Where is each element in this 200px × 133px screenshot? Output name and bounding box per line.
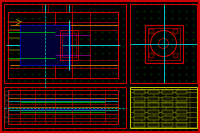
- Bar: [134, 90, 145, 94]
- Bar: [134, 122, 145, 126]
- Bar: [8, 90, 118, 124]
- Bar: [4, 4, 126, 83]
- Bar: [130, 4, 197, 83]
- Bar: [4, 87, 126, 128]
- Bar: [176, 97, 187, 101]
- Bar: [162, 97, 173, 101]
- Bar: [176, 116, 187, 120]
- Bar: [5, 101, 9, 105]
- Bar: [162, 122, 173, 126]
- Bar: [5, 113, 9, 117]
- Bar: [62, 33, 76, 57]
- Bar: [148, 116, 159, 120]
- Bar: [134, 109, 145, 113]
- Bar: [134, 97, 145, 101]
- Bar: [130, 87, 197, 128]
- Bar: [134, 103, 145, 107]
- Bar: [148, 109, 159, 113]
- Bar: [60, 30, 78, 60]
- Bar: [5, 118, 9, 122]
- Bar: [134, 116, 145, 120]
- Bar: [66, 4, 72, 12]
- Bar: [5, 91, 9, 95]
- Bar: [162, 109, 173, 113]
- Bar: [176, 109, 187, 113]
- Bar: [20, 25, 70, 65]
- Bar: [8, 12, 118, 78]
- Bar: [162, 116, 173, 120]
- Bar: [5, 96, 9, 100]
- Bar: [148, 28, 180, 59]
- Bar: [162, 90, 173, 94]
- Bar: [176, 90, 187, 94]
- Bar: [42, 4, 48, 12]
- Bar: [148, 122, 159, 126]
- Bar: [148, 97, 159, 101]
- Bar: [176, 103, 187, 107]
- Bar: [5, 107, 9, 111]
- Bar: [144, 24, 182, 63]
- Bar: [148, 103, 159, 107]
- Bar: [176, 122, 187, 126]
- Bar: [148, 90, 159, 94]
- Bar: [162, 103, 173, 107]
